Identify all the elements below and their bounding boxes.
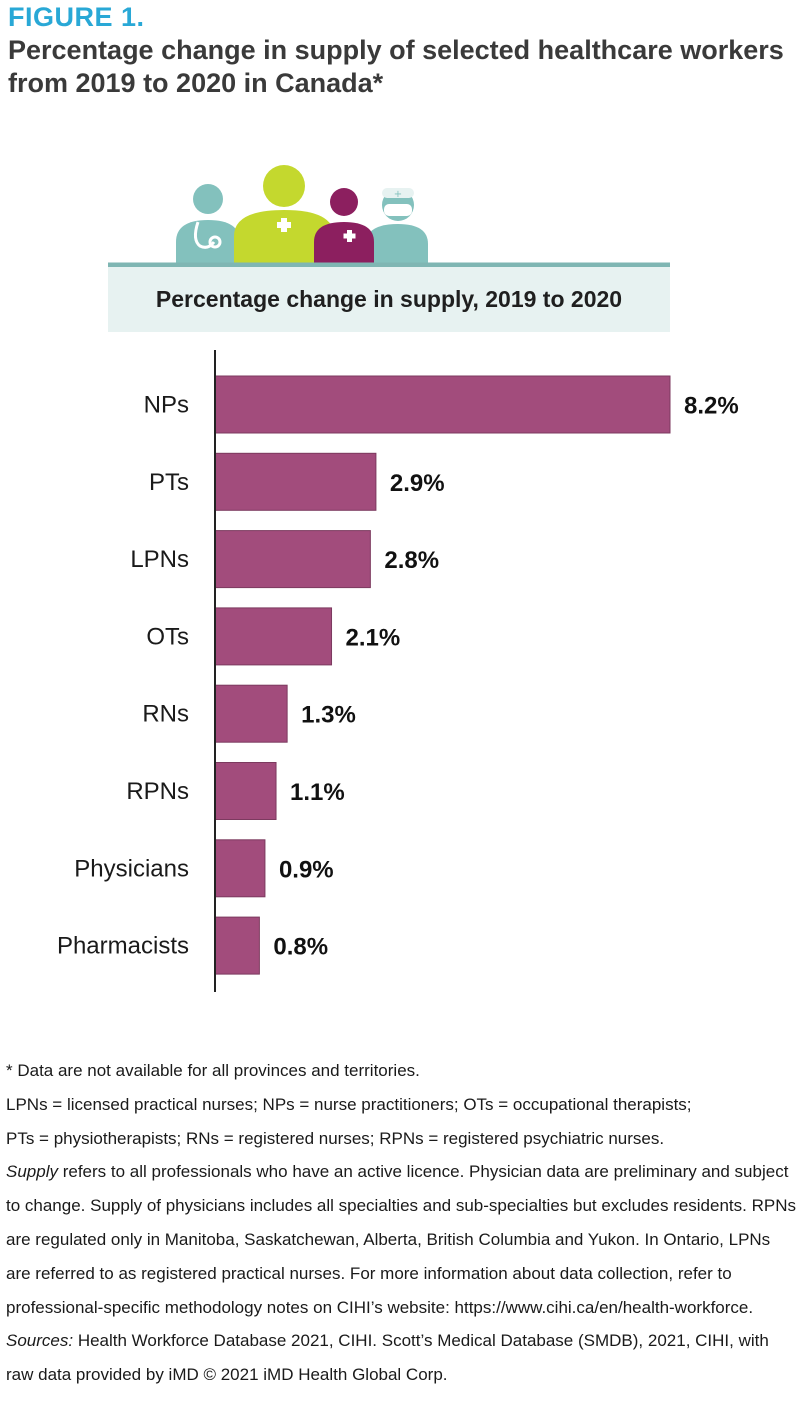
value-label-ots: 2.1% bbox=[346, 624, 401, 651]
category-label-rpns: RPNs bbox=[126, 778, 189, 805]
footnote-abbreviations-1: LPNs = licensed practical nurses; NPs = … bbox=[6, 1094, 692, 1114]
svg-text:+: + bbox=[394, 189, 402, 200]
footnote-asterisk: * Data are not available for all provinc… bbox=[6, 1061, 420, 1080]
bar-rns bbox=[214, 684, 288, 743]
footnote-abbreviations-2: PTs = physiotherapists; RNs = registered… bbox=[6, 1128, 665, 1148]
doctor-icon bbox=[176, 184, 240, 264]
chart-title: Percentage change in supply, 2019 to 202… bbox=[155, 286, 623, 312]
value-label-lpns: 2.8% bbox=[384, 547, 439, 574]
bar-pharmacists bbox=[214, 916, 260, 975]
footnote-supply: Supply refers to all professionals who h… bbox=[6, 1155, 798, 1324]
figure-title: Percentage change in supply of selected … bbox=[8, 35, 784, 98]
value-label-physicians: 0.9% bbox=[279, 856, 334, 883]
surgeon-icon: + bbox=[366, 188, 428, 264]
bar-lpns bbox=[214, 530, 371, 589]
category-label-ots: OTs bbox=[146, 623, 189, 650]
bar-physicians bbox=[214, 839, 266, 898]
sources-label: Sources: bbox=[6, 1331, 74, 1351]
category-label-rns: RNs bbox=[142, 701, 189, 728]
healthcare-workers-icon: + bbox=[108, 165, 670, 266]
bar-rpns bbox=[214, 762, 277, 820]
category-label-lpns: LPNs bbox=[130, 546, 189, 573]
chart-subtitle-box: Percentage change in supply, 2019 to 202… bbox=[108, 264, 670, 332]
value-label-pts: 2.9% bbox=[390, 470, 445, 497]
bar-ots bbox=[214, 607, 333, 666]
bar-pts bbox=[214, 452, 377, 511]
bar-chart: NPs 8.2% PTs 2.9% LPNs 2.8% OTs 2.1% RNs 1.3% RPNs… bbox=[57, 350, 739, 992]
supply-text: refers to all professionals who have an … bbox=[6, 1162, 796, 1317]
nurse-plum-icon bbox=[314, 188, 374, 264]
sources-text: Health Workforce Database 2021, CIHI. Sc… bbox=[6, 1331, 769, 1385]
category-label-physicians: Physicians bbox=[74, 855, 189, 882]
footnote-sources: Sources: Health Workforce Database 2021,… bbox=[6, 1324, 798, 1392]
bar-nps bbox=[214, 375, 671, 434]
category-label-pharmacists: Pharmacists bbox=[57, 933, 189, 960]
nurse-icon bbox=[234, 165, 334, 264]
figure-label: FIGURE 1. bbox=[8, 2, 145, 32]
category-label-pts: PTs bbox=[149, 469, 189, 496]
supply-term: Supply bbox=[6, 1162, 58, 1182]
value-label-rns: 1.3% bbox=[301, 702, 356, 729]
footnotes: * Data are not available for all provinc… bbox=[6, 1054, 798, 1392]
category-label-nps: NPs bbox=[144, 392, 189, 419]
value-label-pharmacists: 0.8% bbox=[273, 934, 328, 961]
value-label-rpns: 1.1% bbox=[290, 779, 345, 806]
value-label-nps: 8.2% bbox=[684, 393, 739, 420]
